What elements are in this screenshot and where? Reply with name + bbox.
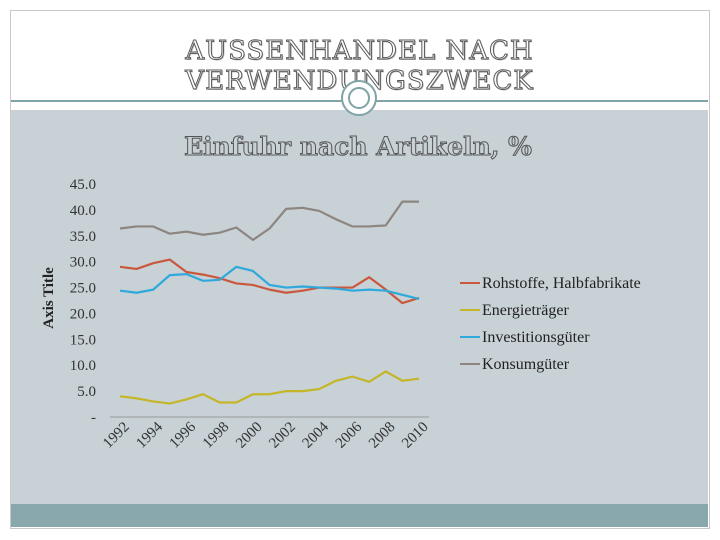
y-tick-label: 40.0 [70, 203, 96, 219]
y-tick-label: 10.0 [70, 358, 96, 374]
legend-label-3: Konsumgüter [482, 356, 570, 373]
x-tick-label: 1994 [133, 419, 166, 452]
x-tick-label: 1998 [200, 419, 233, 452]
x-tick-label: 1996 [167, 419, 200, 452]
chart-title: Einfuhr nach Artikeln, % [184, 132, 532, 161]
series-line-0 [119, 258, 420, 305]
footer-band [11, 504, 708, 527]
y-tick-label: 20.0 [70, 306, 96, 322]
y-tick-label: - [91, 410, 96, 426]
series-line-2 [119, 265, 420, 301]
x-tick-label: 2004 [300, 419, 333, 452]
legend-label-0: Rohstoffe, Halbfabrikate [482, 275, 641, 292]
legend-label-1: Energieträger [482, 302, 569, 319]
y-tick-label: 15.0 [70, 332, 96, 348]
legend: Rohstoffe, Halbfabrikate Energieträger Inv… [460, 275, 641, 373]
x-tick-label: 2000 [233, 419, 266, 452]
y-axis-title: Axis Title [41, 267, 57, 329]
legend-label-2: Investitionsgüter [482, 329, 590, 346]
x-tick-label: 2010 [399, 419, 432, 452]
circle-ornament-inner-icon [348, 87, 370, 109]
x-tick-label: 2006 [333, 419, 366, 452]
circle-ornament-icon [341, 80, 377, 116]
y-tick-label: 25.0 [70, 281, 96, 297]
x-tick-label: 1992 [100, 419, 133, 452]
y-tick-group: - 5.0 10.0 15.0 20.0 25.0 30.0 35.0 40.0 45.0 [70, 177, 96, 426]
y-tick-label: 5.0 [77, 384, 96, 400]
series-line-1 [119, 370, 420, 405]
x-tick-label: 2008 [366, 419, 399, 452]
content-background [11, 110, 708, 504]
x-tick-group: 1992 1994 1996 1998 2000 2002 2004 2006 2008 2010 [100, 419, 432, 452]
series-line-3 [119, 200, 419, 242]
y-tick-label: 45.0 [70, 177, 96, 193]
x-tick-label: 2002 [266, 419, 299, 452]
y-tick-label: 35.0 [70, 229, 96, 245]
series-lines [119, 200, 420, 405]
y-tick-label: 30.0 [70, 255, 96, 271]
